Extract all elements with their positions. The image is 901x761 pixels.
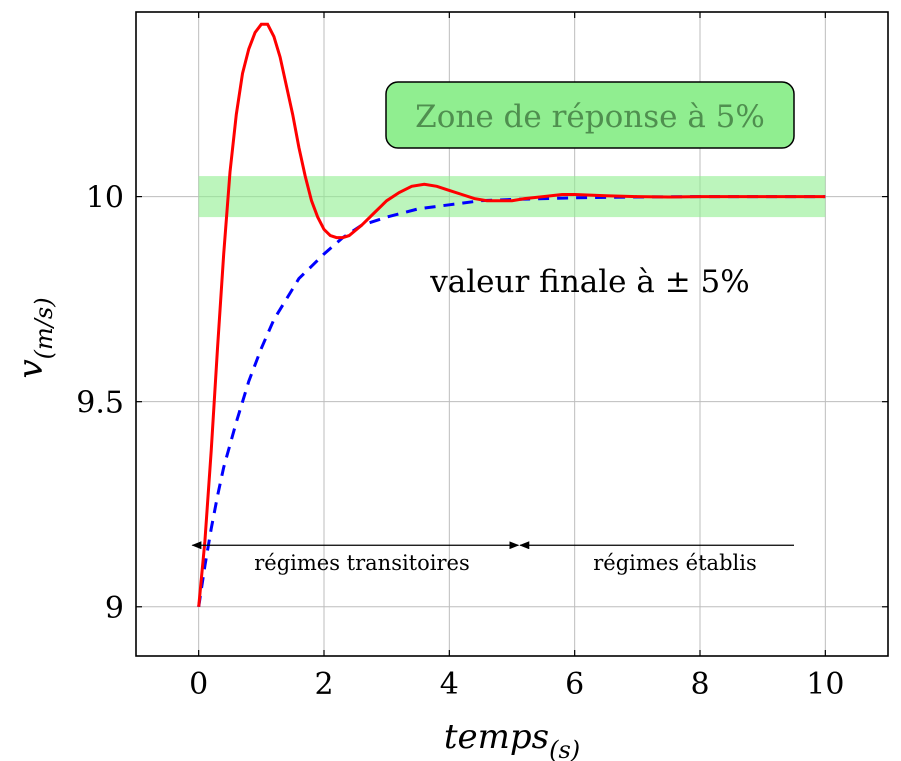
final-value-label: valeur finale à ± 5% xyxy=(429,264,749,300)
y-axis-title: v(m/s) xyxy=(11,297,58,378)
x-tick-label-8: 8 xyxy=(690,667,709,702)
x-tick-label-0: 0 xyxy=(189,667,208,702)
x-tick-label-2: 2 xyxy=(314,667,333,702)
plot-area-frame xyxy=(135,11,889,657)
x-tick-label-4: 4 xyxy=(440,667,459,702)
y-tick-label-9-5: 9.5 xyxy=(76,386,124,421)
zone-label: Zone de réponse à 5% xyxy=(415,99,765,135)
series-line-solid xyxy=(197,22,826,607)
x-axis-title: temps(s) xyxy=(444,717,580,761)
zone-label-box xyxy=(385,81,795,149)
transient-label: régimes transitoires xyxy=(254,551,469,575)
x-tick-label-10: 10 xyxy=(806,667,844,702)
x-tick-label-6: 6 xyxy=(565,667,584,702)
x-axis-title-sub: (s) xyxy=(549,736,580,761)
x-axis-title-main: temps xyxy=(444,717,549,757)
y-tick-label-10: 10 xyxy=(86,181,124,216)
y-axis-title-main: v xyxy=(11,359,51,378)
y-tick-label-9: 9 xyxy=(105,591,124,626)
y-axis-title-sub: (m/s) xyxy=(30,297,58,359)
steady-label: régimes établis xyxy=(593,551,756,575)
tick-marks xyxy=(136,12,888,656)
